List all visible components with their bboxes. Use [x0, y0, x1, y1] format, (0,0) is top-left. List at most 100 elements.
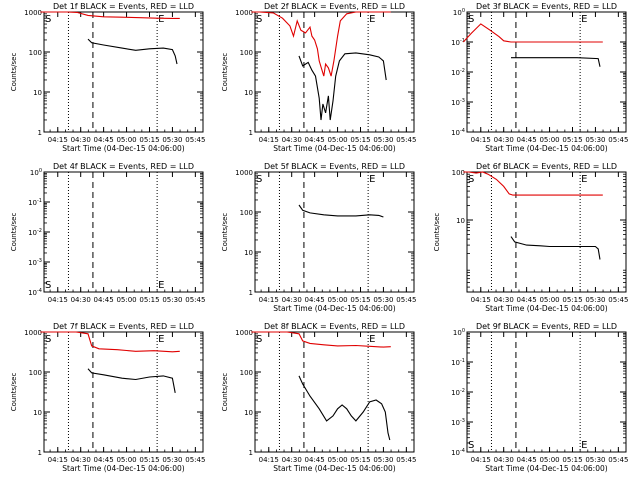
- y-tick-label: 10: [33, 409, 42, 417]
- x-tick-label: 04:45: [517, 456, 537, 464]
- x-tick-label: 05:45: [185, 456, 205, 464]
- x-tick-label: 05:15: [350, 136, 370, 144]
- x-tick-label: 04:45: [517, 296, 537, 304]
- x-tick-label: 04:15: [259, 136, 279, 144]
- series-lld-line: [251, 11, 391, 77]
- x-tick-label: 04:30: [282, 296, 302, 304]
- x-tick-label: 04:45: [94, 456, 114, 464]
- plot-frame: [254, 331, 415, 453]
- x-tick-label: 04:30: [282, 456, 302, 464]
- y-tick-label: 1: [249, 129, 253, 137]
- x-tick-label: 05:30: [585, 456, 605, 464]
- plot-frame: [43, 11, 204, 133]
- x-tick-label: 04:30: [494, 296, 514, 304]
- x-tick-label: 05:00: [116, 136, 136, 144]
- x-tick-label: 04:45: [305, 456, 325, 464]
- series-lld-line: [462, 23, 603, 43]
- end-marker: E: [158, 14, 164, 25]
- x-tick-label: 05:00: [327, 456, 347, 464]
- x-tick-label: 05:15: [139, 296, 159, 304]
- start-marker: S: [468, 174, 474, 185]
- series-events-line: [87, 368, 176, 394]
- y-tick-label: 100: [29, 369, 42, 377]
- end-marker: E: [369, 174, 375, 185]
- x-tick-label: 05:45: [608, 456, 628, 464]
- x-tick-label: 05:45: [396, 136, 416, 144]
- x-axis-label: Start Time (04-Dec-15 04:06:00): [485, 464, 607, 473]
- y-tick-label: 10-1: [451, 358, 465, 367]
- start-marker: S: [45, 14, 51, 25]
- x-tick-label: 04:30: [494, 136, 514, 144]
- end-marker: E: [581, 174, 587, 185]
- y-axis-label: Counts/sec: [10, 213, 18, 252]
- x-axis-label: Start Time (04-Dec-15 04:06:00): [273, 464, 395, 473]
- plot-frame: [466, 171, 627, 293]
- x-tick-label: 05:30: [373, 136, 393, 144]
- start-marker: S: [468, 14, 474, 25]
- x-tick-label: 04:30: [71, 136, 91, 144]
- y-tick-label: 10: [244, 409, 253, 417]
- x-axis-label: Start Time (04-Dec-15 04:06:00): [485, 144, 607, 153]
- x-tick-label: 05:30: [373, 456, 393, 464]
- y-tick-label: 1000: [235, 169, 253, 177]
- y-tick-label: 10-2: [28, 228, 42, 237]
- x-tick-label: 05:15: [350, 296, 370, 304]
- y-tick-label: 1: [38, 129, 42, 137]
- x-tick-label: 04:15: [48, 296, 68, 304]
- y-tick-label: 10: [244, 89, 253, 97]
- series-lld-line: [40, 331, 180, 353]
- panel-title: Det 4f BLACK = Events, RED = LLD: [53, 162, 194, 171]
- plot-frame: [43, 171, 204, 293]
- x-tick-label: 05:45: [608, 136, 628, 144]
- series-events-line: [511, 57, 601, 67]
- x-tick-label: 04:30: [282, 136, 302, 144]
- series-events-line: [298, 375, 391, 441]
- x-tick-label: 05:15: [562, 296, 582, 304]
- x-axis-label: Start Time (04-Dec-15 04:06:00): [273, 304, 395, 313]
- x-tick-label: 04:15: [48, 456, 68, 464]
- y-tick-label: 100: [240, 209, 253, 217]
- x-tick-label: 05:15: [139, 136, 159, 144]
- x-tick-label: 04:15: [259, 456, 279, 464]
- y-tick-label: 100: [240, 369, 253, 377]
- y-axis-label: Counts/sec: [221, 53, 229, 92]
- end-marker: E: [158, 334, 164, 345]
- plot-frame: [43, 331, 204, 453]
- y-axis-label: Counts/sec: [10, 373, 18, 412]
- panel-title: Det 9f BLACK = Events, RED = LLD: [476, 322, 617, 331]
- x-tick-label: 04:15: [48, 136, 68, 144]
- start-marker: S: [256, 174, 262, 185]
- x-tick-label: 05:00: [116, 296, 136, 304]
- y-tick-label: 10: [33, 89, 42, 97]
- y-axis-label: Counts/sec: [433, 213, 441, 252]
- end-marker: E: [369, 14, 375, 25]
- y-tick-label: 10-1: [451, 38, 465, 47]
- end-marker: E: [581, 440, 587, 451]
- x-tick-label: 05:30: [162, 296, 182, 304]
- x-tick-label: 05:30: [585, 296, 605, 304]
- x-tick-label: 04:45: [517, 136, 537, 144]
- y-tick-label: 1000: [235, 9, 253, 17]
- x-tick-label: 05:30: [373, 296, 393, 304]
- series-events-line: [510, 236, 601, 260]
- y-axis-label: Counts/sec: [221, 213, 229, 252]
- y-tick-label: 100: [453, 328, 465, 337]
- x-tick-label: 05:00: [539, 296, 559, 304]
- panel-title: Det 1f BLACK = Events, RED = LLD: [53, 2, 194, 11]
- series-events-line: [298, 204, 384, 218]
- x-tick-label: 05:15: [562, 456, 582, 464]
- y-tick-label: 10-4: [451, 448, 465, 457]
- start-marker: S: [468, 440, 474, 451]
- x-tick-label: 05:00: [539, 456, 559, 464]
- start-marker: S: [45, 280, 51, 291]
- series-lld-line: [463, 171, 603, 196]
- y-tick-label: 100: [240, 49, 253, 57]
- plot-frame: [466, 11, 627, 133]
- y-tick-label: 1000: [235, 329, 253, 337]
- x-tick-label: 05:00: [327, 136, 347, 144]
- y-tick-label: 10-4: [451, 128, 465, 137]
- x-tick-label: 04:30: [71, 456, 91, 464]
- x-tick-label: 05:45: [185, 296, 205, 304]
- panel-title: Det 7f BLACK = Events, RED = LLD: [53, 322, 194, 331]
